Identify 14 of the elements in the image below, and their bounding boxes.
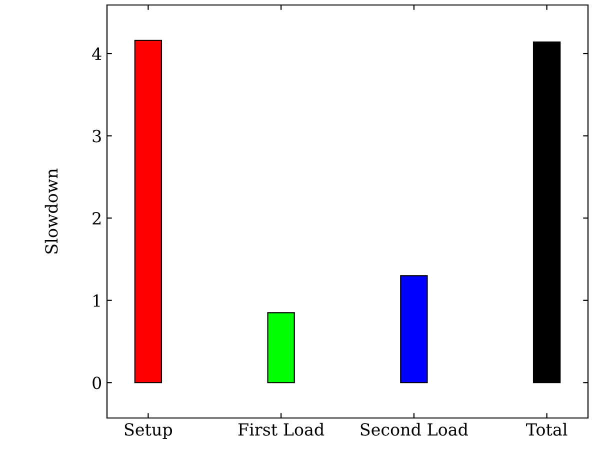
x-tick-label: Second Load: [360, 422, 468, 436]
x-tick-label: Setup: [124, 423, 172, 439]
y-tick-label: 4: [92, 48, 102, 60]
bar: [267, 312, 295, 384]
x-tick-label: First Load: [238, 422, 324, 436]
bar: [134, 40, 162, 384]
bar: [532, 41, 561, 384]
y-tick-label: 2: [92, 212, 101, 224]
y-axis-title: Slowdown: [44, 168, 58, 254]
y-tick-label: 1: [94, 294, 100, 307]
bar: [400, 275, 428, 384]
y-tick-label: 3: [92, 130, 101, 142]
y-tick-label: 0: [92, 376, 102, 390]
x-tick-label: Total: [526, 422, 568, 436]
